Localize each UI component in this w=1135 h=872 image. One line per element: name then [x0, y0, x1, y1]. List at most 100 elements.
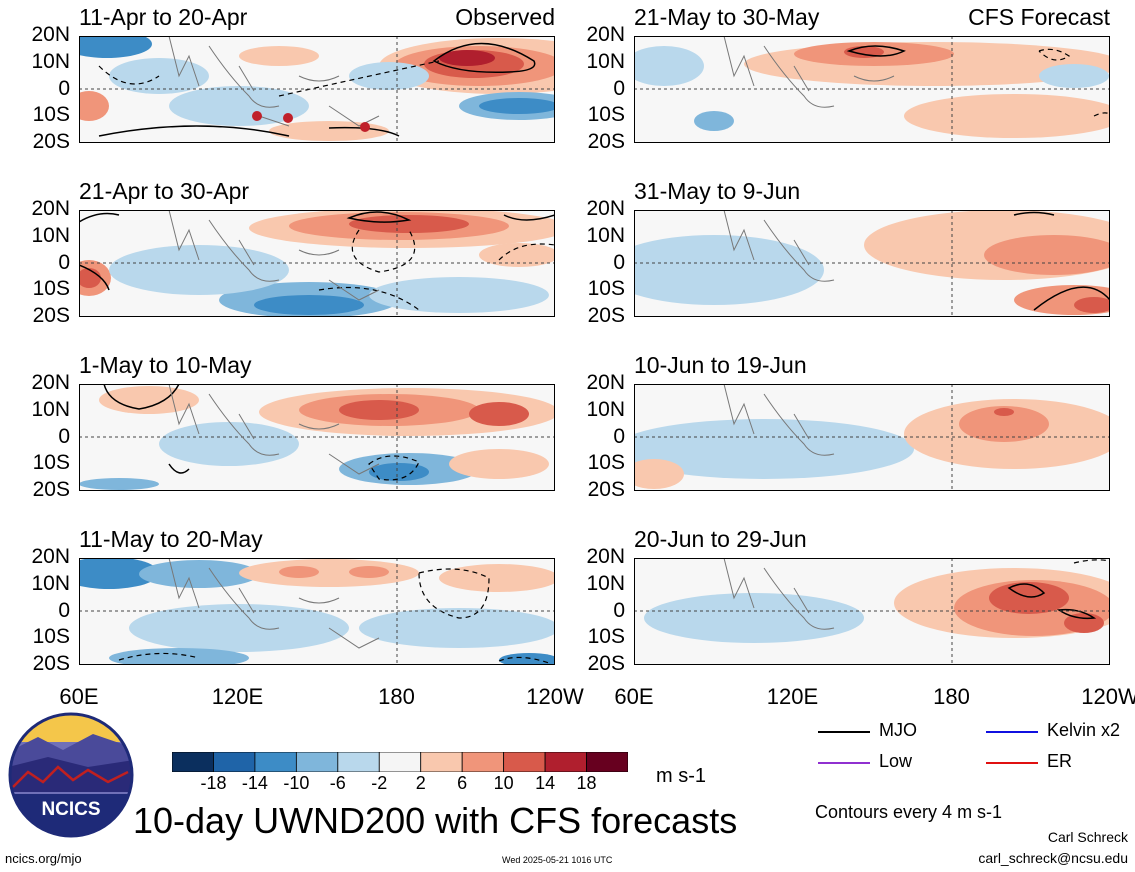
y-tick-label: 20S: [587, 304, 625, 327]
y-tick-label: 0: [58, 250, 70, 274]
x-tick-label: 60E: [59, 684, 99, 709]
website-link[interactable]: ncics.org/mjo: [5, 851, 82, 866]
panel-title: 21-May to 30-May: [634, 4, 820, 30]
legend-line: [986, 731, 1038, 733]
legend-line: [986, 762, 1038, 764]
heatmap-obs-2: [79, 210, 555, 317]
x-tick-label: 120W: [526, 684, 584, 709]
y-tick-label: 20N: [586, 23, 625, 46]
legend-label: MJO: [879, 720, 917, 740]
colorbar-tick-label: 2: [415, 773, 426, 793]
heatmap-obs-1: [79, 36, 555, 143]
colorbar-swatch: [586, 752, 628, 772]
legend-label: Kelvin x2: [1047, 720, 1121, 740]
y-tick-label: 10S: [32, 103, 70, 127]
y-tick-label: 0: [613, 424, 625, 448]
panel-title: 20-Jun to 29-Jun: [634, 526, 807, 552]
y-tick-label: 10S: [587, 451, 625, 475]
y-tick-label: 10S: [32, 451, 70, 475]
x-tick-label: 120W: [1081, 684, 1135, 709]
y-tick-label: 20N: [586, 545, 625, 568]
colorbar-swatch: [461, 752, 505, 772]
panel-title: 11-May to 20-May: [79, 526, 263, 552]
panel-obs-3: 1-May to 10-May: [79, 352, 555, 491]
y-tick-label: 10N: [586, 223, 625, 247]
y-tick-label: 0: [613, 250, 625, 274]
y-tick-label: 10S: [32, 277, 70, 301]
heatmap-obs-4: [79, 558, 555, 665]
colorbar-swatch: [172, 752, 214, 772]
colorbar-swatch: [213, 752, 256, 772]
y-tick-label: 20N: [586, 197, 625, 220]
legend-line: [818, 762, 870, 764]
x-tick-label: 180: [933, 684, 970, 709]
main-title: 10-day UWND200 with CFS forecasts: [133, 800, 738, 841]
panel-title: 31-May to 9-Jun: [634, 178, 801, 204]
y-tick-label: 20N: [31, 197, 70, 220]
colorbar-tick-label: -10: [283, 773, 310, 793]
panel-fcst-3: 10-Jun to 19-Jun: [634, 352, 1110, 491]
y-tick-label: 0: [58, 424, 70, 448]
panel-title: 21-Apr to 30-Apr: [79, 178, 250, 204]
x-tick-label: 120E: [211, 684, 264, 709]
colorbar-swatch: [254, 752, 297, 772]
colorbar-tick-label: 10: [493, 773, 514, 793]
y-tick-label: 20N: [31, 545, 70, 568]
x-tick-label: 180: [378, 684, 415, 709]
x-tick-label: 60E: [614, 684, 654, 709]
colorbar-swatch: [420, 752, 463, 772]
colorbar-swatch: [337, 752, 380, 772]
colorbar-swatch: [378, 752, 422, 772]
contour-note: Contours every 4 m s-1: [815, 802, 1003, 822]
heatmap-fcst-4: [634, 558, 1110, 665]
y-tick-label: 20S: [32, 478, 70, 501]
colorbar-tick-label: -2: [371, 773, 388, 793]
panel-title: 1-May to 10-May: [79, 352, 252, 378]
panel-fcst-2: 31-May to 9-Jun: [634, 178, 1110, 317]
y-tick-label: 20S: [32, 130, 70, 153]
colorbar-tick-label: 14: [535, 773, 556, 793]
colorbar-swatch: [503, 752, 546, 772]
panel-obs-1: 11-Apr to 20-Apr Observed: [79, 4, 555, 143]
heatmap-fcst-3: [634, 384, 1110, 491]
y-tick-label: 10S: [587, 277, 625, 301]
y-tick-label: 0: [613, 76, 625, 100]
heatmap-fcst-2: [634, 210, 1110, 317]
colorbar-tick-label: -6: [329, 773, 346, 793]
y-tick-label: 20S: [587, 652, 625, 675]
heatmap-fcst-1: [634, 36, 1110, 143]
y-tick-label: 10S: [587, 625, 625, 649]
y-tick-label: 20S: [587, 130, 625, 153]
x-tick-label: 120E: [766, 684, 819, 709]
y-tick-label: 20N: [31, 23, 70, 46]
y-tick-label: 10N: [31, 223, 70, 247]
timestamp: Wed 2025-05-21 1016 UTC: [502, 855, 613, 865]
y-tick-label: 10N: [31, 397, 70, 421]
y-tick-label: 0: [613, 598, 625, 622]
heatmap-obs-3: [79, 384, 555, 491]
panel-fcst-4: 20-Jun to 29-Jun: [634, 526, 1110, 665]
legend-label: Low: [879, 751, 913, 771]
y-tick-label: 10N: [586, 397, 625, 421]
y-tick-label: 20S: [587, 478, 625, 501]
y-tick-label: 10S: [587, 103, 625, 127]
panel-title: 10-Jun to 19-Jun: [634, 352, 807, 378]
y-tick-label: 10N: [586, 49, 625, 73]
panel-obs-4: 11-May to 20-May: [79, 526, 555, 665]
colorbar-tick-label: 18: [576, 773, 597, 793]
y-tick-label: 20N: [31, 371, 70, 394]
colorbar-tick-label: 6: [457, 773, 468, 793]
colorbar: [172, 752, 628, 772]
colorbar-swatch: [295, 752, 339, 772]
y-tick-label: 20S: [32, 652, 70, 675]
colorbar-tick-label: -18: [200, 773, 227, 793]
y-tick-label: 20S: [32, 304, 70, 327]
y-tick-label: 10N: [586, 571, 625, 595]
author-name: Carl Schreck: [1047, 829, 1128, 845]
panel-fcst-1: 21-May to 30-May CFS Forecast: [634, 4, 1110, 143]
logo-text: NCICS: [41, 799, 100, 820]
colorbar-tick-label: -14: [241, 773, 268, 793]
y-tick-label: 0: [58, 76, 70, 100]
units-label: m s-1: [656, 765, 706, 787]
observed-label: Observed: [455, 4, 555, 30]
